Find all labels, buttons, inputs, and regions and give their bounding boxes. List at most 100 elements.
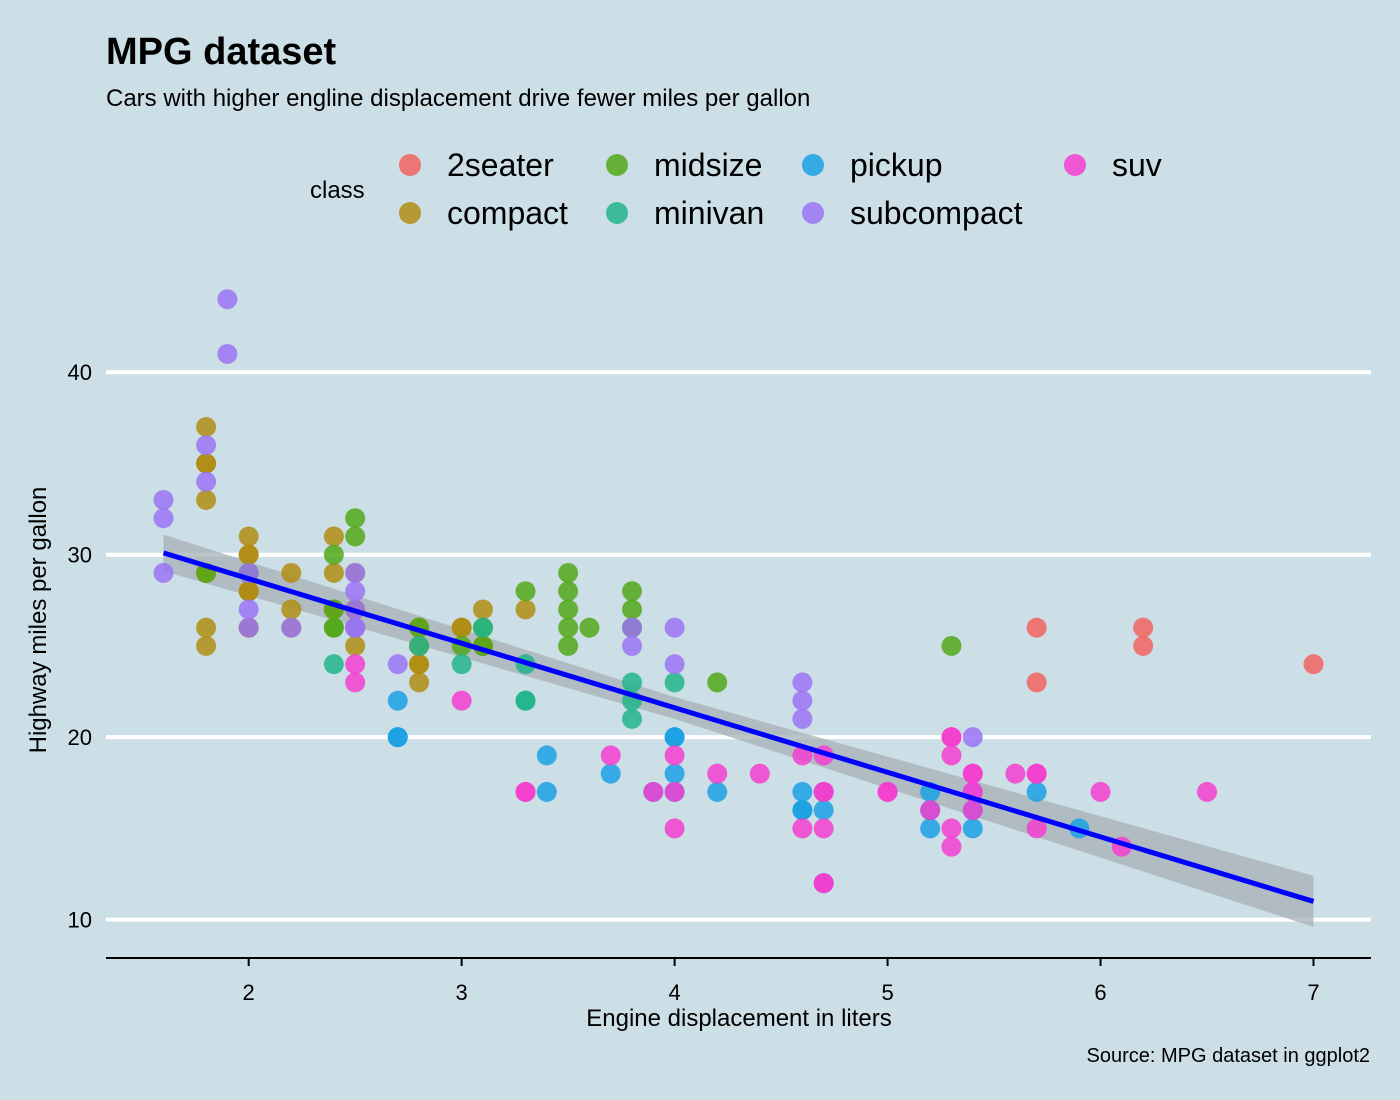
x-tick-label: 3 [456,980,468,1005]
point-suv [515,781,536,802]
legend-title: class [310,177,365,204]
point-suv [451,690,472,711]
point-compact [323,526,344,547]
point-midsize [579,617,600,638]
legend-label-pickup: pickup [850,147,943,183]
x-tick-label: 5 [881,980,893,1005]
point-pickup [536,781,557,802]
x-tick-label: 4 [668,980,680,1005]
x-tick-label: 2 [243,980,255,1005]
trend-line [162,550,1315,904]
point-suv [345,654,366,675]
legend: class 2seater compact midsize minivan pickup… [310,147,1162,231]
point-suv [813,818,834,839]
point-subcompact [217,289,238,310]
point-subcompact [792,672,813,693]
point-suv [792,818,813,839]
point-subcompact [281,617,302,638]
point-midsize [558,617,579,638]
point-suv [345,672,366,693]
point-compact [196,635,217,656]
legend-key-midsize [606,154,628,176]
y-tick-label: 20 [68,725,92,750]
point-suv [920,800,941,821]
point-pickup [664,727,685,748]
point-pickup [962,818,983,839]
point-compact [196,453,217,474]
point-suv [962,800,983,821]
point-minivan [664,672,685,693]
point-pickup [387,690,408,711]
chart-title: MPG dataset [106,31,337,73]
point-subcompact [792,708,813,729]
point-midsize [622,599,643,620]
point-subcompact [664,654,685,675]
point-compact [409,654,430,675]
point-suv [643,781,664,802]
point-suv [941,818,962,839]
y-axis-label: Highway miles per gallon [25,487,52,754]
scatter-points [153,289,1324,894]
point-midsize [323,544,344,565]
point-suv [1197,781,1218,802]
point-midsize [345,526,366,547]
point-midsize [558,562,579,583]
point-compact [196,416,217,437]
point-pickup [792,781,813,802]
point-midsize [558,599,579,620]
point-subcompact [387,654,408,675]
legend-key-subcompact [802,202,824,224]
legend-key-2seater [399,154,421,176]
point-suv [1090,781,1111,802]
x-tick-label: 6 [1094,980,1106,1005]
point-minivan [451,654,472,675]
point-minivan [622,672,643,693]
point-pickup [1026,781,1047,802]
point-suv [664,781,685,802]
point-suv [749,763,770,784]
point-pickup [536,745,557,766]
point-pickup [387,727,408,748]
y-axis-ticks: 10 20 30 40 [68,360,92,932]
point-suv [962,763,983,784]
point-pickup [600,763,621,784]
point-midsize [515,581,536,602]
point-minivan [323,654,344,675]
point-suv [664,818,685,839]
point-minivan [409,635,430,656]
legend-label-suv: suv [1112,147,1162,183]
point-suv [941,727,962,748]
x-tick-label: 7 [1307,980,1319,1005]
point-subcompact [664,617,685,638]
point-compact [472,599,493,620]
point-pickup [664,763,685,784]
point-compact [281,562,302,583]
y-tick-label: 30 [68,543,92,568]
point-subcompact [792,690,813,711]
point-subcompact [622,635,643,656]
point-2seater [1303,654,1324,675]
point-suv [707,763,728,784]
legend-key-pickup [802,154,824,176]
point-subcompact [345,581,366,602]
point-pickup [920,818,941,839]
trend-confidence-band [163,534,1314,927]
point-subcompact [238,599,259,620]
point-suv [941,836,962,857]
point-midsize [707,672,728,693]
point-2seater [1026,672,1047,693]
legend-label-subcompact: subcompact [850,195,1023,231]
point-subcompact [622,617,643,638]
legend-label-minivan: minivan [654,195,764,231]
point-midsize [558,635,579,656]
legend-key-compact [399,202,421,224]
point-midsize [323,617,344,638]
point-compact [451,617,472,638]
point-2seater [1026,617,1047,638]
legend-key-minivan [606,202,628,224]
point-subcompact [196,471,217,492]
point-midsize [345,508,366,529]
y-tick-label: 40 [68,360,92,385]
point-subcompact [217,343,238,364]
